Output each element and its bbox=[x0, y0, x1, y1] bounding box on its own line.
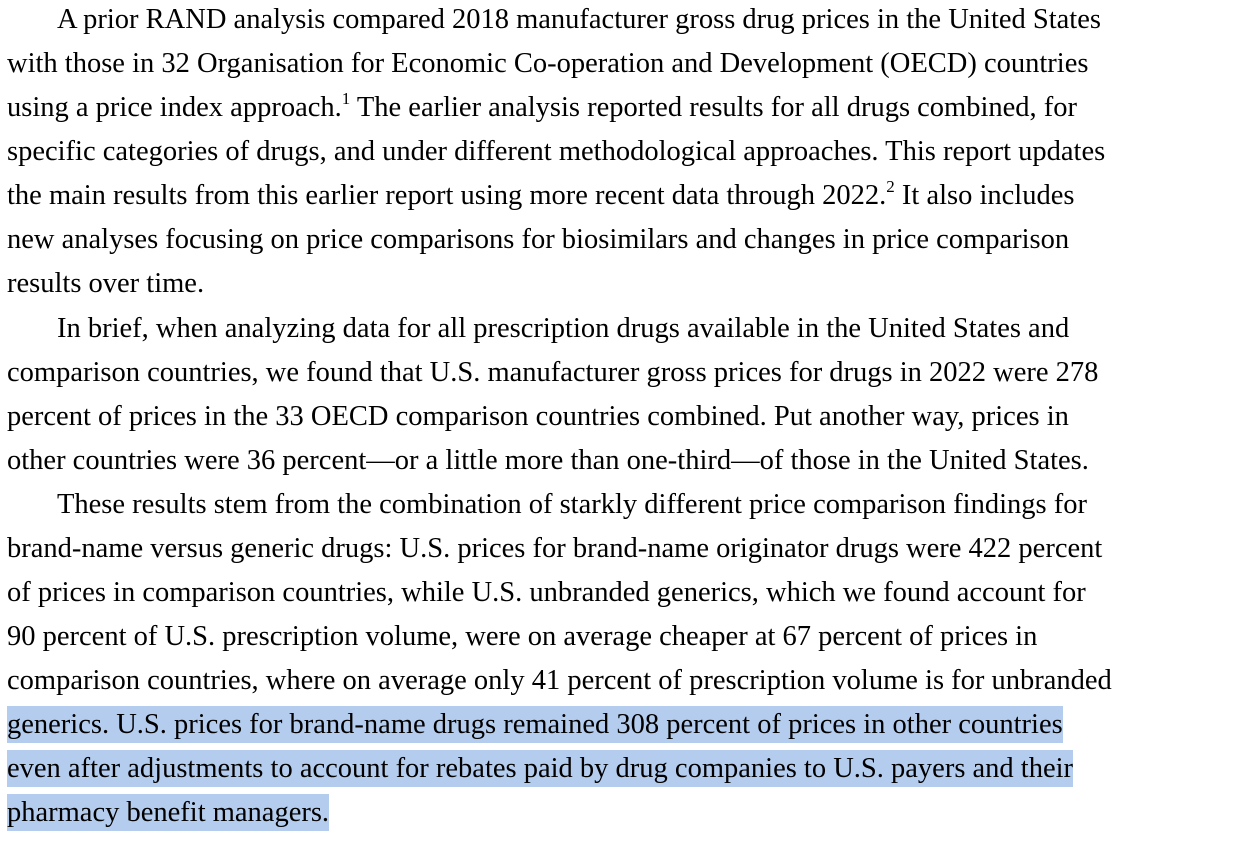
paragraph-1-line-4: specific categories of drugs, and under … bbox=[7, 136, 1106, 167]
footnote-ref-2[interactable]: 2 bbox=[886, 176, 895, 196]
selected-line-2[interactable]: even after adjustments to account for re… bbox=[7, 747, 1074, 791]
paragraph-2-line-2: comparison countries, we found that U.S.… bbox=[7, 357, 1099, 388]
paragraph-1-line-3-text-a: using a price index approach. bbox=[7, 92, 342, 123]
footnote-ref-1[interactable]: 1 bbox=[341, 88, 351, 108]
paragraph-3-line-2: brand-name versus generic drugs: U.S. pr… bbox=[7, 533, 1103, 564]
paragraph-1-line-2: with those in 32 Organisation for Econom… bbox=[7, 48, 1089, 79]
paragraph-1-line-1: A prior RAND analysis compared 2018 manu… bbox=[57, 4, 1101, 35]
paragraph-3-line-5: comparison countries, where on average o… bbox=[7, 665, 1112, 696]
paragraph-1-line-5-text-b: It also includes bbox=[894, 180, 1075, 211]
paragraph-3-line-4: 90 percent of U.S. prescription volume, … bbox=[7, 621, 1038, 652]
selected-line-3[interactable]: pharmacy benefit managers. bbox=[7, 791, 330, 835]
text-selection[interactable]: pharmacy benefit managers. bbox=[7, 794, 330, 831]
text-selection[interactable]: even after adjustments to account for re… bbox=[7, 750, 1074, 787]
paragraph-2-line-1: In brief, when analyzing data for all pr… bbox=[57, 313, 1070, 344]
paragraph-1-line-5: the main results from this earlier repor… bbox=[7, 174, 1074, 218]
paragraph-3-line-3: of prices in comparison countries, while… bbox=[7, 577, 1086, 608]
text-selection[interactable]: generics. U.S. prices for brand-name dru… bbox=[7, 706, 1063, 743]
selected-line-1[interactable]: generics. U.S. prices for brand-name dru… bbox=[7, 703, 1063, 747]
paragraph-2-line-4: other countries were 36 percent—or a lit… bbox=[7, 445, 1089, 476]
paragraph-1-line-3: using a price index approach.1 The earli… bbox=[7, 86, 1077, 130]
paragraph-3-line-1: These results stem from the combination … bbox=[57, 489, 1087, 520]
paragraph-1-line-7: results over time. bbox=[7, 268, 205, 299]
paragraph-2-line-3: percent of prices in the 33 OECD compari… bbox=[7, 401, 1069, 432]
paragraph-1-line-3-text-b: The earlier analysis reported results fo… bbox=[350, 92, 1078, 123]
paragraph-1-line-5-text-a: the main results from this earlier repor… bbox=[7, 180, 887, 211]
paragraph-1-line-6: new analyses focusing on price compariso… bbox=[7, 224, 1070, 255]
